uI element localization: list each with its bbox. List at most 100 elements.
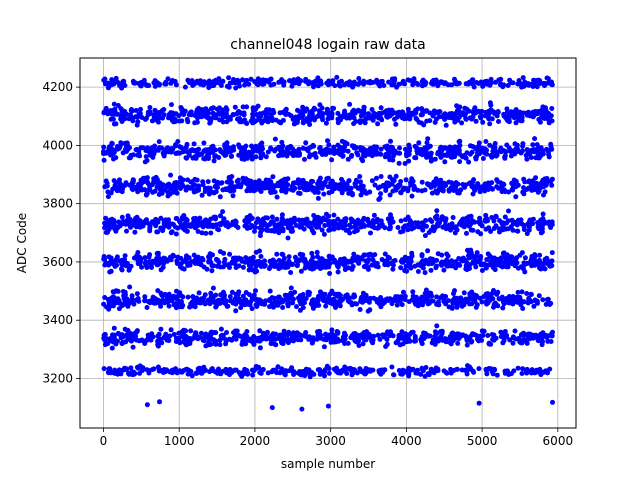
- data-point: [473, 304, 479, 310]
- data-point: [500, 181, 506, 187]
- data-point: [520, 75, 526, 81]
- data-point: [488, 76, 494, 82]
- data-point: [362, 188, 367, 194]
- data-point: [233, 332, 238, 338]
- data-point: [192, 182, 198, 188]
- data-point: [305, 335, 311, 341]
- data-point: [547, 113, 553, 119]
- data-point: [327, 271, 333, 276]
- data-point: [423, 80, 429, 86]
- data-point: [471, 254, 477, 259]
- data-point: [291, 181, 297, 187]
- data-point: [546, 120, 552, 126]
- data-point: [534, 367, 539, 373]
- data-point: [212, 114, 217, 120]
- data-point: [233, 308, 239, 314]
- data-point: [318, 111, 324, 117]
- data-point: [242, 369, 248, 375]
- data-point: [452, 119, 458, 125]
- data-point: [125, 217, 131, 223]
- data-point: [145, 332, 151, 338]
- data-point: [105, 109, 111, 115]
- data-point: [115, 103, 121, 108]
- data-point: [280, 299, 285, 305]
- data-point: [349, 333, 355, 339]
- data-point: [305, 185, 311, 190]
- data-point: [154, 297, 160, 303]
- data-point: [281, 82, 287, 88]
- data-point: [492, 145, 498, 150]
- data-point: [436, 302, 442, 308]
- data-point: [286, 254, 292, 260]
- data-point: [451, 368, 457, 373]
- data-point: [325, 138, 330, 144]
- data-point: [140, 178, 146, 184]
- data-point: [422, 233, 428, 239]
- data-point: [381, 183, 387, 189]
- data-point: [133, 215, 139, 221]
- data-point: [229, 337, 235, 343]
- data-point: [390, 157, 396, 163]
- data-point: [144, 265, 150, 270]
- data-point: [227, 367, 233, 372]
- data-point: [140, 338, 146, 344]
- data-point: [259, 219, 265, 224]
- data-point: [491, 218, 497, 224]
- data-point: [172, 119, 178, 125]
- data-point: [218, 326, 224, 332]
- data-point: [122, 253, 128, 259]
- data-point: [349, 191, 355, 196]
- data-point: [432, 214, 438, 220]
- data-point: [315, 254, 320, 260]
- data-point: [223, 145, 229, 151]
- data-point: [213, 330, 219, 336]
- data-point: [103, 230, 109, 235]
- data-point: [239, 258, 245, 264]
- data-point: [390, 145, 395, 151]
- data-point: [290, 330, 296, 336]
- data-point: [203, 230, 209, 236]
- data-point: [200, 107, 206, 113]
- data-point: [423, 365, 429, 370]
- data-point: [253, 220, 259, 226]
- data-point: [161, 107, 167, 112]
- data-point: [398, 265, 404, 271]
- data-point: [235, 177, 241, 183]
- data-point: [113, 341, 119, 347]
- data-point: [324, 106, 330, 112]
- data-point: [173, 305, 179, 311]
- data-point: [319, 227, 325, 233]
- data-point: [145, 145, 150, 151]
- data-point: [539, 114, 545, 120]
- data-point: [142, 294, 148, 300]
- data-point: [104, 222, 110, 228]
- data-point: [195, 370, 201, 376]
- data-point: [463, 111, 468, 117]
- data-point: [305, 220, 311, 226]
- data-point: [526, 111, 532, 117]
- data-point: [521, 83, 527, 89]
- data-point: [522, 187, 528, 193]
- data-point: [349, 372, 355, 378]
- data-point: [483, 182, 488, 188]
- data-point: [257, 345, 263, 351]
- data-point: [280, 117, 286, 123]
- data-point: [498, 76, 504, 82]
- data-point: [526, 178, 532, 184]
- data-point: [152, 179, 158, 185]
- data-point: [168, 172, 174, 178]
- data-point: [531, 77, 537, 83]
- data-point: [224, 114, 229, 120]
- data-point: [317, 369, 323, 375]
- data-point: [415, 224, 421, 230]
- data-point: [191, 189, 197, 195]
- data-point: [109, 338, 115, 344]
- data-point: [454, 103, 460, 109]
- data-point: [419, 179, 425, 185]
- data-point: [454, 81, 460, 87]
- data-point: [126, 155, 132, 161]
- data-point: [464, 230, 469, 236]
- x-tick-label: 1000: [164, 434, 195, 448]
- y-tick-label: 3400: [42, 313, 73, 327]
- data-point: [263, 154, 269, 160]
